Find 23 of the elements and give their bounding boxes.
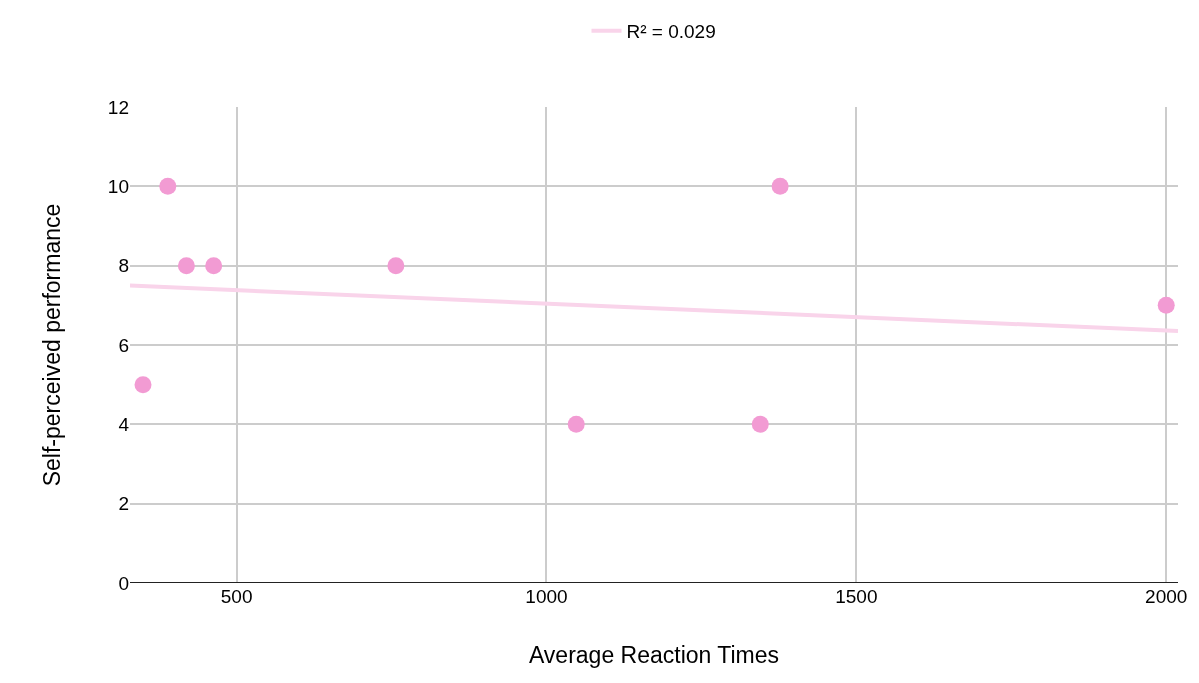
y-tick-label: 10 [107, 175, 129, 197]
point [751, 415, 769, 433]
x-tick-label: 1000 [525, 586, 568, 607]
legend-label: R² = 0.029 [626, 21, 716, 43]
x-tick-label: 500 [220, 586, 253, 607]
point [1157, 296, 1175, 314]
x-tick-label: 2000 [1145, 586, 1188, 607]
y-tick-label: 2 [118, 493, 129, 515]
point [771, 177, 789, 195]
x-tick-label: 1500 [835, 586, 878, 607]
y-axis-title: Self-perceived performance [39, 203, 66, 487]
point [205, 257, 223, 275]
y-tick-label: 8 [118, 255, 129, 277]
y-tick-label: 12 [107, 96, 129, 118]
y-tick-label: 0 [118, 572, 129, 594]
point [567, 415, 585, 433]
y-tick-label: 6 [118, 334, 129, 356]
x-axis-title: Average Reaction Times [528, 641, 780, 668]
y-tick-label: 4 [118, 413, 130, 435]
point [387, 257, 405, 275]
point [177, 257, 195, 275]
point [134, 376, 152, 394]
point [159, 177, 177, 195]
